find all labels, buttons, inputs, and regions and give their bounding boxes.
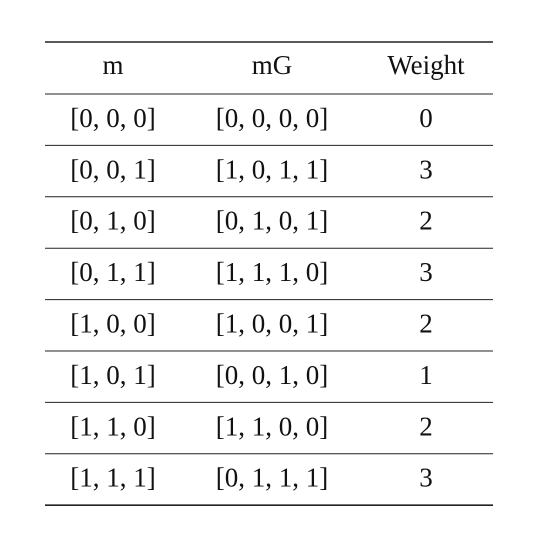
cell: 3 — [419, 257, 433, 287]
cell: [0, 1, 1] — [70, 257, 155, 287]
cell: 1 — [419, 360, 433, 390]
cell: [1, 1, 1] — [70, 463, 155, 493]
cell: 3 — [419, 154, 433, 184]
cell: [0, 1, 0] — [70, 206, 155, 236]
cell: [1, 1, 1, 0] — [216, 257, 328, 287]
cell: [0, 1, 0, 1] — [216, 206, 328, 236]
cell: [1, 1, 0, 0] — [216, 411, 328, 441]
cell: 3 — [419, 463, 433, 493]
cell: [1, 0, 0, 1] — [216, 309, 328, 339]
cell: 2 — [419, 309, 433, 339]
cell: [0, 0, 0] — [70, 103, 155, 133]
cell: [1, 1, 0] — [70, 411, 155, 441]
cell: 2 — [419, 206, 433, 236]
cell: [1, 0, 1] — [70, 360, 155, 390]
cell: [0, 0, 0, 0] — [216, 103, 328, 133]
cell: [1, 0, 1, 1] — [216, 154, 328, 184]
header-cell: m — [102, 50, 123, 80]
cell: [1, 0, 0] — [70, 309, 155, 339]
header-cell: mG — [252, 50, 293, 80]
cell: [0, 1, 1, 1] — [216, 463, 328, 493]
cell: [0, 0, 1, 0] — [216, 360, 328, 390]
cell: 2 — [419, 411, 433, 441]
cell: 0 — [419, 103, 433, 133]
header-cell: Weight — [387, 50, 465, 80]
cell: [0, 0, 1] — [70, 154, 155, 184]
